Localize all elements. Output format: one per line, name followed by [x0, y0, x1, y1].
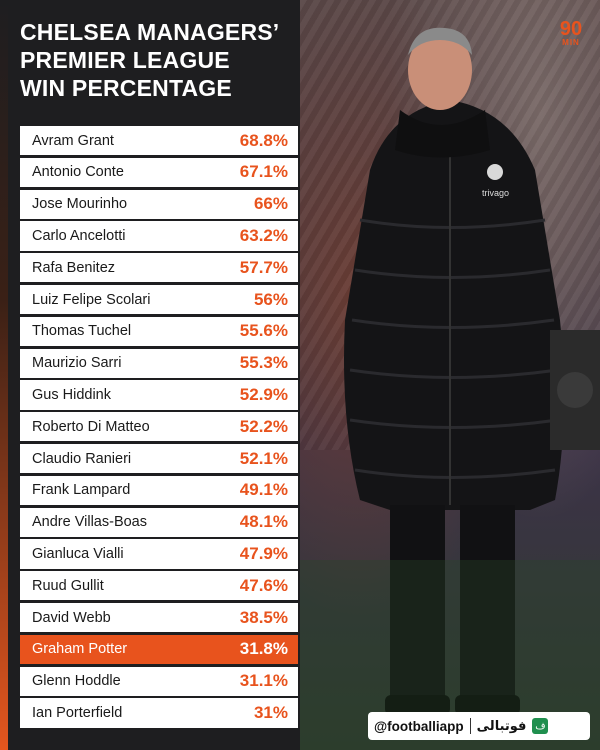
- page-title: CHELSEA MANAGERS’ PREMIER LEAGUE WIN PER…: [20, 18, 300, 102]
- win-percentage: 31.1%: [239, 671, 288, 691]
- table-row: Gianluca Vialli 47.9%: [20, 539, 298, 569]
- footer-handle: @footballiapp: [374, 718, 464, 734]
- title-line-2: PREMIER LEAGUE: [20, 47, 230, 73]
- manager-name: Claudio Ranieri: [32, 450, 132, 467]
- table-row: Jose Mourinho 66%: [20, 189, 298, 219]
- manager-name: Ian Porterfield: [32, 704, 123, 721]
- manager-name: Luiz Felipe Scolari: [32, 291, 151, 308]
- table-row: Gus Hiddink 52.9%: [20, 380, 298, 410]
- manager-name: Jose Mourinho: [32, 196, 128, 213]
- table-row: David Webb 38.5%: [20, 602, 298, 633]
- manager-name: David Webb: [32, 609, 111, 626]
- logo-number: 90: [559, 18, 583, 40]
- win-percentage: 68.8%: [239, 130, 288, 150]
- win-percentage: 31%: [253, 702, 288, 722]
- left-panel: CHELSEA MANAGERS’ PREMIER LEAGUE WIN PER…: [0, 0, 300, 750]
- footer-separator: [469, 718, 471, 734]
- table-row: Rafa Benitez 57.7%: [20, 253, 298, 283]
- table-row: Andre Villas-Boas 48.1%: [20, 507, 298, 537]
- brand-icon: ف: [532, 718, 549, 734]
- table-row: Carlo Ancelotti 63.2%: [20, 221, 298, 251]
- win-percentage: 63.2%: [239, 226, 288, 246]
- table-row: Claudio Ranieri 52.1%: [20, 443, 298, 474]
- win-percentage: 47.9%: [239, 544, 288, 563]
- table-row: Thomas Tuchel 55.6%: [20, 316, 298, 347]
- managers-table: Avram Grant 68.8% Antonio Conte 67.1% Jose M…: [20, 126, 298, 730]
- win-percentage: 57.7%: [239, 257, 288, 277]
- win-percentage: 31.8%: [239, 639, 288, 659]
- 90min-logo: 90 MIN: [554, 18, 588, 47]
- manager-figure: trivago: [300, 27, 600, 750]
- manager-name: Avram Grant: [32, 132, 114, 149]
- manager-name: Gus Hiddink: [32, 387, 111, 404]
- manager-name: Roberto Di Matteo: [32, 418, 150, 435]
- win-percentage: 38.5%: [239, 607, 288, 627]
- manager-name: Gianluca Vialli: [32, 546, 124, 562]
- manager-name: Thomas Tuchel: [32, 323, 132, 340]
- footer-brand: فوتبالی: [476, 718, 527, 733]
- table-row: Graham Potter 31.8%: [20, 634, 298, 665]
- table-row: Luiz Felipe Scolari 56%: [20, 284, 298, 315]
- table-row: Glenn Hoddle 31.1%: [20, 666, 298, 696]
- logo-text: MIN: [562, 38, 580, 47]
- win-percentage: 48.1%: [239, 512, 288, 532]
- footer-watermark: @footballiapp فوتبالی ف: [368, 712, 590, 740]
- manager-name: Graham Potter: [32, 641, 128, 658]
- svg-text:trivago: trivago: [482, 188, 509, 198]
- manager-name: Andre Villas-Boas: [32, 514, 147, 531]
- win-percentage: 47.6%: [239, 575, 288, 595]
- manager-name: Antonio Conte: [32, 164, 124, 181]
- manager-name: Frank Lampard: [32, 482, 131, 499]
- win-percentage: 56%: [253, 289, 288, 309]
- table-row: Maurizio Sarri 55.3%: [20, 348, 298, 378]
- title-line-3: WIN PERCENTAGE: [20, 75, 232, 101]
- manager-name: Rafa Benitez: [32, 259, 116, 276]
- win-percentage: 49.1%: [239, 480, 288, 500]
- table-row: Ruud Gullit 47.6%: [20, 571, 298, 601]
- table-row: Ian Porterfield 31%: [20, 698, 298, 728]
- manager-name: Ruud Gullit: [32, 577, 104, 594]
- table-row: Antonio Conte 67.1%: [20, 157, 298, 188]
- manager-photo: trivago 90 MIN: [300, 0, 600, 750]
- accent-strip: [0, 0, 8, 750]
- title-line-1: CHELSEA MANAGERS’: [20, 19, 280, 45]
- manager-name: Maurizio Sarri: [32, 355, 122, 372]
- win-percentage: 52.9%: [239, 385, 288, 405]
- manager-name: Carlo Ancelotti: [32, 228, 126, 245]
- win-percentage: 55.6%: [239, 321, 288, 341]
- win-percentage: 66%: [253, 194, 288, 214]
- manager-name: Glenn Hoddle: [32, 673, 121, 690]
- win-percentage: 52.1%: [239, 448, 288, 468]
- table-row: Frank Lampard 49.1%: [20, 475, 298, 506]
- table-row: Avram Grant 68.8%: [20, 126, 298, 156]
- table-row: Roberto Di Matteo 52.2%: [20, 412, 298, 442]
- win-percentage: 67.1%: [239, 162, 288, 182]
- win-percentage: 52.2%: [239, 416, 288, 436]
- win-percentage: 55.3%: [239, 353, 288, 373]
